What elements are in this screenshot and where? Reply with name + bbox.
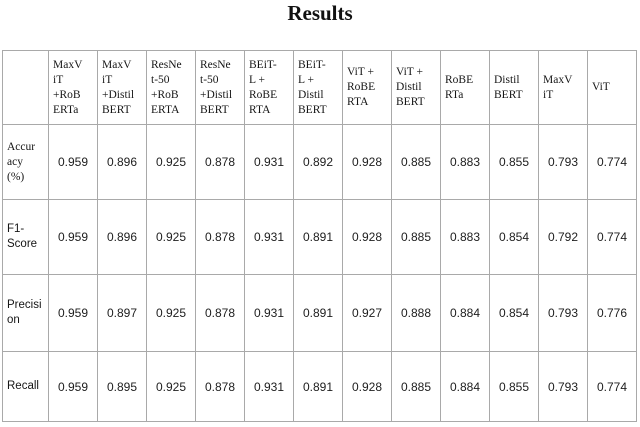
metric-value-cell: 0.774 [587, 124, 637, 200]
metric-value-cell: 0.854 [489, 274, 539, 352]
row-label: Recall [2, 351, 49, 422]
metric-value-cell: 0.793 [538, 124, 588, 200]
metric-value-cell: 0.854 [489, 199, 539, 275]
column-header: BEiT- L + Distil BERT [293, 50, 343, 125]
column-header: ResNe t-50 +RoB ERTA [146, 50, 196, 125]
metric-value-cell: 0.793 [538, 274, 588, 352]
column-header: ViT + RoBE RTA [342, 50, 392, 125]
metric-value-cell: 0.878 [195, 199, 245, 275]
metric-value-cell: 0.883 [440, 124, 490, 200]
row-label: F1- Score [2, 199, 49, 275]
table-row: Precisi on 0.959 0.897 0.925 0.878 0.931 0.891… [2, 274, 637, 352]
metric-value-cell: 0.928 [342, 124, 392, 200]
metric-value-cell: 0.925 [146, 351, 196, 422]
metric-value-cell: 0.959 [48, 351, 98, 422]
metric-value-cell: 0.892 [293, 124, 343, 200]
metric-value-cell: 0.792 [538, 199, 588, 275]
column-header: RoBE RTa [440, 50, 490, 125]
column-header: MaxV iT +RoB ERTa [48, 50, 98, 125]
table-row: Recall 0.959 0.895 0.925 0.878 0.931 0.891 0.92… [2, 351, 637, 422]
column-header: ViT [587, 50, 637, 125]
metric-value-cell: 0.927 [342, 274, 392, 352]
metric-value-cell: 0.891 [293, 199, 343, 275]
metric-value-cell: 0.885 [391, 351, 441, 422]
column-header: BEiT- L + RoBE RTA [244, 50, 294, 125]
metric-value-cell: 0.931 [244, 274, 294, 352]
metric-value-cell: 0.884 [440, 351, 490, 422]
corner-cell [2, 50, 49, 125]
metric-value-cell: 0.931 [244, 351, 294, 422]
results-table: MaxV iT +RoB ERTa MaxV iT +Distil BERT Res… [2, 50, 637, 422]
column-header: ViT + Distil BERT [391, 50, 441, 125]
metric-value-cell: 0.891 [293, 351, 343, 422]
column-header: ResNe t-50 +Distil BERT [195, 50, 245, 125]
table-row: F1- Score 0.959 0.896 0.925 0.878 0.931 0.891 0… [2, 199, 637, 275]
metric-value-cell: 0.925 [146, 199, 196, 275]
metric-value-cell: 0.774 [587, 351, 637, 422]
header-row: MaxV iT +RoB ERTa MaxV iT +Distil BERT Res… [2, 50, 637, 125]
metric-value-cell: 0.925 [146, 274, 196, 352]
metric-value-cell: 0.925 [146, 124, 196, 200]
metric-value-cell: 0.891 [293, 274, 343, 352]
column-header: MaxV iT [538, 50, 588, 125]
column-header: MaxV iT +Distil BERT [97, 50, 147, 125]
metric-value-cell: 0.959 [48, 124, 98, 200]
row-label: Accur acy (%) [2, 124, 49, 200]
page-title: Results [287, 1, 353, 25]
metric-value-cell: 0.774 [587, 199, 637, 275]
metric-value-cell: 0.959 [48, 199, 98, 275]
metric-value-cell: 0.885 [391, 199, 441, 275]
metric-value-cell: 0.959 [48, 274, 98, 352]
metric-value-cell: 0.888 [391, 274, 441, 352]
metric-value-cell: 0.884 [440, 274, 490, 352]
table-row: Accur acy (%) 0.959 0.896 0.925 0.878 0.931 0.… [2, 124, 637, 200]
metric-value-cell: 0.931 [244, 124, 294, 200]
metric-value-cell: 0.793 [538, 351, 588, 422]
metric-value-cell: 0.878 [195, 124, 245, 200]
metric-value-cell: 0.897 [97, 274, 147, 352]
metric-value-cell: 0.896 [97, 124, 147, 200]
metric-value-cell: 0.931 [244, 199, 294, 275]
metric-value-cell: 0.878 [195, 274, 245, 352]
metric-value-cell: 0.883 [440, 199, 490, 275]
metric-value-cell: 0.928 [342, 199, 392, 275]
metric-value-cell: 0.855 [489, 124, 539, 200]
column-header: Distil BERT [489, 50, 539, 125]
metric-value-cell: 0.878 [195, 351, 245, 422]
metric-value-cell: 0.885 [391, 124, 441, 200]
metric-value-cell: 0.896 [97, 199, 147, 275]
metric-value-cell: 0.776 [587, 274, 637, 352]
metric-value-cell: 0.895 [97, 351, 147, 422]
metric-value-cell: 0.928 [342, 351, 392, 422]
row-label: Precisi on [2, 274, 49, 352]
metric-value-cell: 0.855 [489, 351, 539, 422]
